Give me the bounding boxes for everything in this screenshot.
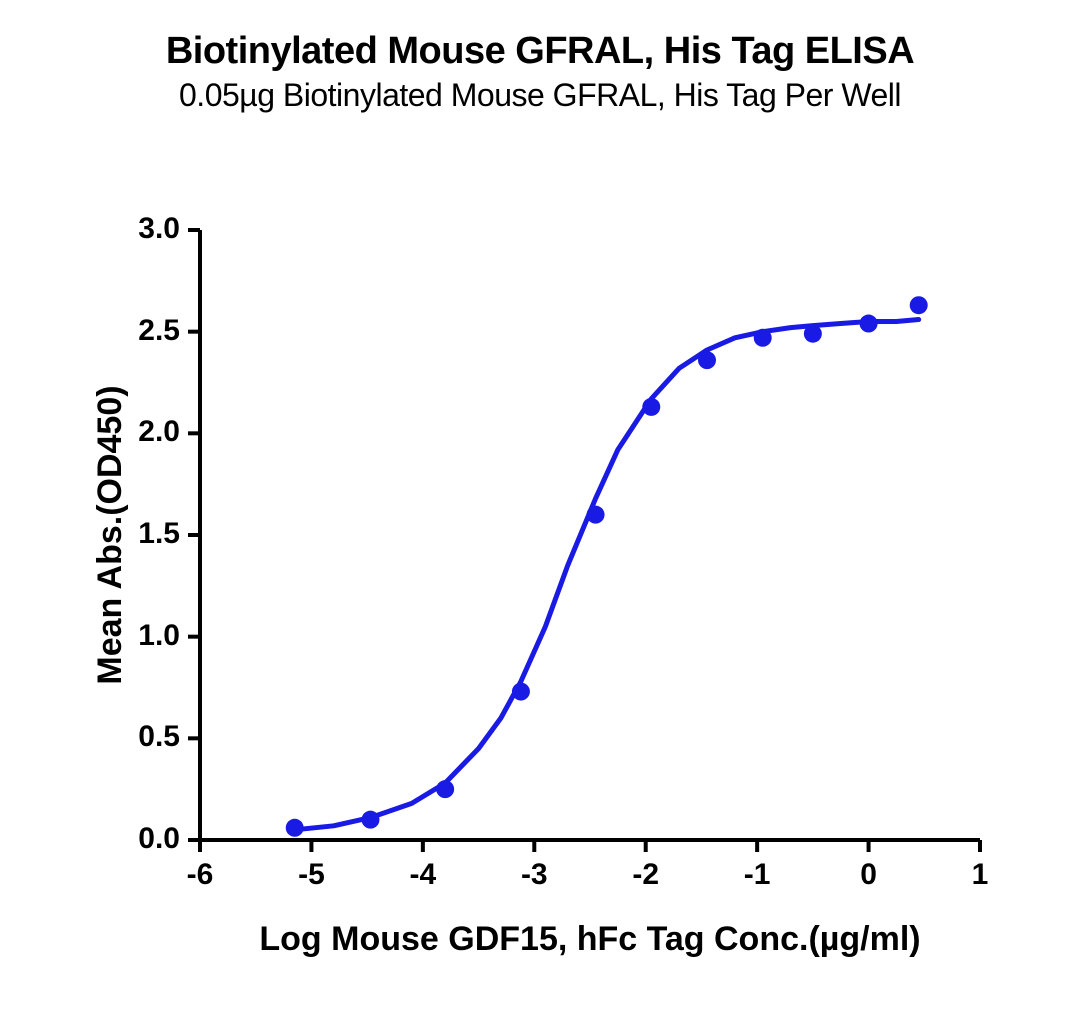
y-tick-label: 0.5 bbox=[110, 720, 180, 754]
x-tick-label: 1 bbox=[955, 858, 1005, 892]
x-tick-label: -4 bbox=[398, 858, 448, 892]
x-tick-label: -3 bbox=[509, 858, 559, 892]
y-tick-label: 0.0 bbox=[110, 822, 180, 856]
chart-svg bbox=[200, 230, 980, 840]
x-tick-label: -1 bbox=[732, 858, 782, 892]
chart-subtitle: 0.05µg Biotinylated Mouse GFRAL, His Tag… bbox=[0, 77, 1080, 114]
y-tick-label: 1.5 bbox=[110, 517, 180, 551]
chart-title: Biotinylated Mouse GFRAL, His Tag ELISA bbox=[0, 30, 1080, 73]
y-tick-label: 2.0 bbox=[110, 415, 180, 449]
y-tick-label: 1.0 bbox=[110, 619, 180, 653]
chart-title-block: Biotinylated Mouse GFRAL, His Tag ELISA … bbox=[0, 30, 1080, 114]
x-tick-label: -2 bbox=[621, 858, 671, 892]
y-tick-label: 2.5 bbox=[110, 314, 180, 348]
x-axis-label: Log Mouse GDF15, hFc Tag Conc.(µg/ml) bbox=[200, 920, 980, 959]
x-tick-label: 0 bbox=[844, 858, 894, 892]
y-tick-label: 3.0 bbox=[110, 212, 180, 246]
x-tick-label: -6 bbox=[175, 858, 225, 892]
x-tick-label: -5 bbox=[286, 858, 336, 892]
plot-area bbox=[200, 230, 980, 840]
